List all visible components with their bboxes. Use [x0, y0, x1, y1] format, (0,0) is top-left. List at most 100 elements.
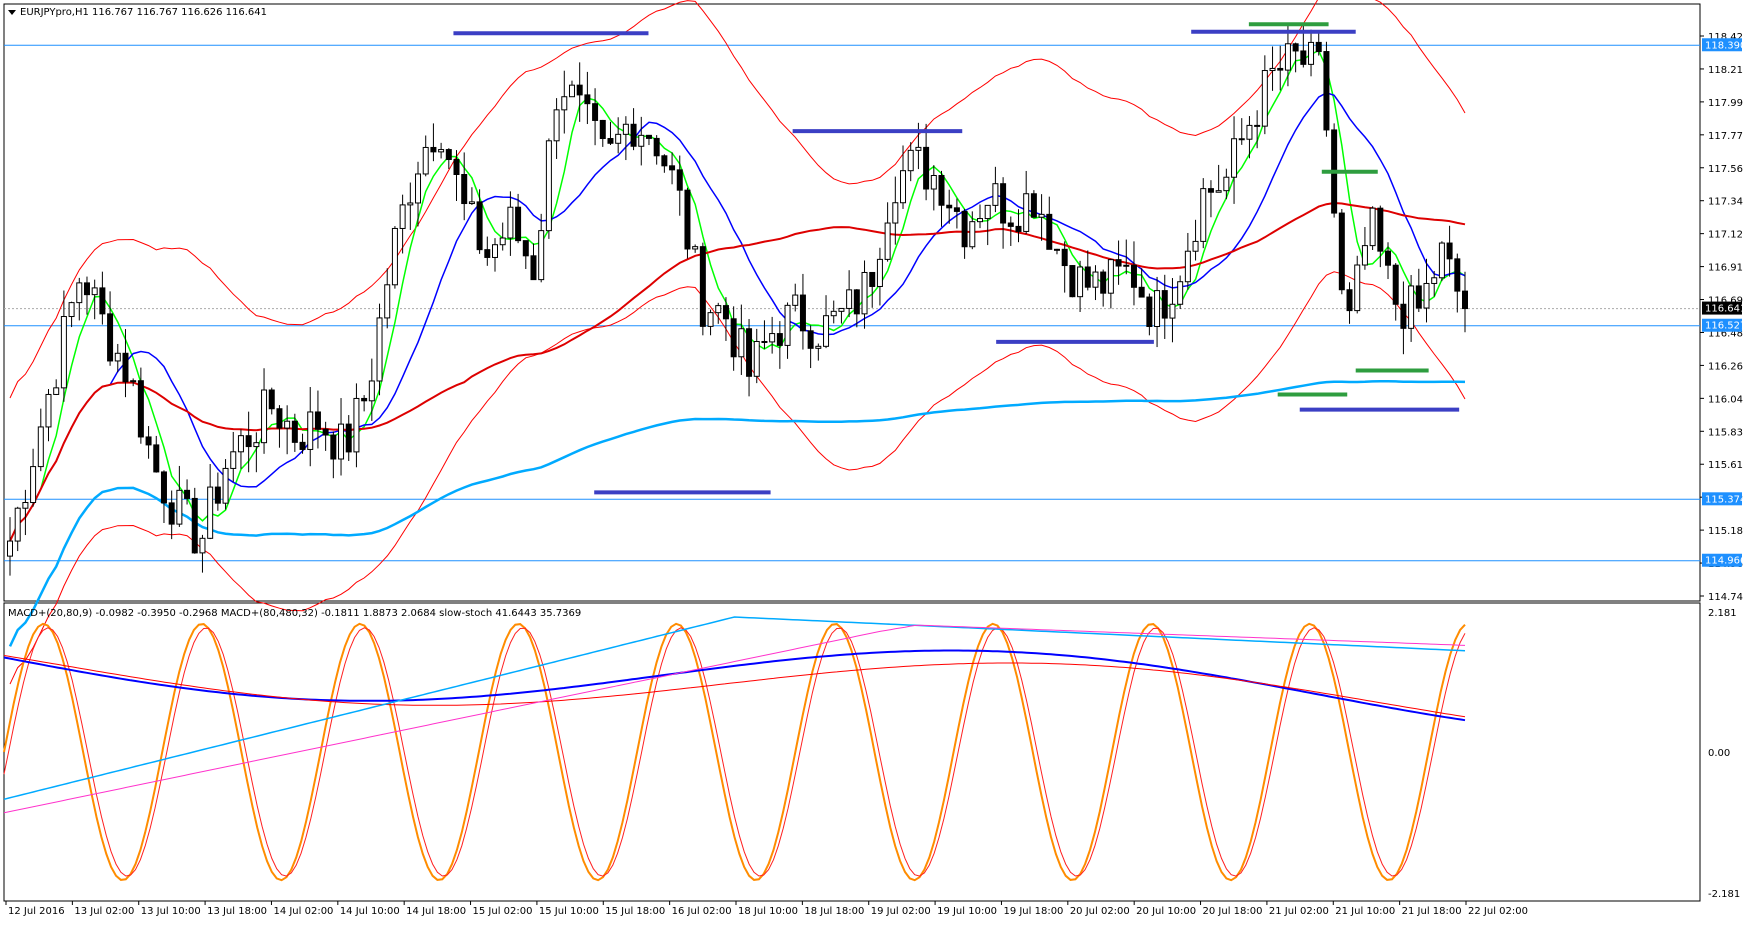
candle-body	[322, 428, 329, 436]
candle-body	[1446, 242, 1453, 260]
candle-body	[1092, 271, 1099, 288]
candle-body	[145, 436, 152, 446]
candle-body	[1315, 41, 1322, 53]
candle-body	[191, 497, 198, 554]
candle-body	[599, 119, 606, 140]
indicator-pane[interactable]	[3, 602, 1701, 902]
candle-body	[1354, 264, 1361, 312]
candle-body	[438, 149, 445, 153]
price-label: 116.695	[1708, 296, 1743, 307]
candle-body	[553, 109, 560, 142]
candle-body	[1138, 286, 1145, 298]
candle-body	[230, 451, 237, 469]
candle-body	[391, 227, 398, 286]
candle-body	[1300, 50, 1307, 65]
candle-body	[984, 204, 991, 220]
candle-body	[461, 173, 468, 205]
candle-body	[830, 310, 837, 317]
indicator-header: MACD+(20,80,9) -0.0982 -0.3950 -0.2968 M…	[8, 608, 581, 619]
candle-body	[730, 318, 737, 358]
candle-body	[1361, 245, 1368, 266]
price-label: 117.775	[1708, 131, 1743, 142]
time-label: 13 Jul 10:00	[141, 906, 201, 917]
candle-body	[776, 333, 783, 346]
time-label: 13 Jul 18:00	[207, 906, 267, 917]
price-label: 116.045	[1708, 394, 1743, 405]
candle-body	[130, 380, 137, 383]
candle-body	[476, 201, 483, 251]
candle-body	[68, 302, 75, 318]
candle-body	[1438, 242, 1445, 279]
time-label: 18 Jul 10:00	[738, 906, 798, 917]
time-label: 19 Jul 18:00	[1003, 906, 1063, 917]
candle-body	[1207, 188, 1214, 193]
candle-body	[299, 441, 306, 450]
candle-body	[846, 289, 853, 309]
candle-body	[345, 423, 352, 453]
candle-body	[961, 210, 968, 248]
candle-body	[1323, 51, 1330, 131]
price-badge-label: 114.966	[1705, 556, 1743, 567]
time-label: 20 Jul 18:00	[1203, 906, 1263, 917]
candle-body	[1084, 266, 1091, 288]
candle-body	[753, 340, 760, 377]
dropdown-triangle-icon[interactable]	[8, 10, 16, 15]
candle-body	[1177, 281, 1184, 305]
price-label: 118.210	[1708, 65, 1743, 76]
candle-body	[938, 175, 945, 206]
time-label: 15 Jul 02:00	[473, 906, 533, 917]
candle-body	[430, 146, 437, 153]
candle-body	[1254, 124, 1261, 127]
price-badge-label: 115.374	[1705, 494, 1743, 505]
price-label: 117.345	[1708, 197, 1743, 208]
candle-body	[923, 146, 930, 190]
candle-body	[1123, 264, 1130, 267]
candle-body	[22, 502, 29, 509]
price-badge	[1702, 492, 1742, 506]
candle-body	[1369, 207, 1376, 247]
candle-body	[330, 434, 337, 460]
candle-body	[1192, 240, 1199, 252]
candle-body	[992, 183, 999, 206]
candle-body	[338, 423, 345, 460]
candle-body	[1023, 193, 1030, 232]
candle-body	[1261, 70, 1268, 127]
time-axis: 12 Jul 2016 13 Jul 02:00 13 Jul 10:00 13 Ju…	[5, 901, 1528, 917]
candle-body	[176, 489, 183, 525]
candle-body	[538, 230, 545, 281]
price-label: 115.610	[1708, 460, 1743, 471]
candle-body	[1077, 266, 1084, 298]
candle-body	[1284, 43, 1291, 71]
candle-body	[1346, 289, 1353, 312]
candle-body	[1169, 303, 1176, 319]
candle-body	[861, 271, 868, 315]
candle-body	[83, 282, 90, 296]
candle-body	[953, 207, 960, 212]
candle-body	[946, 204, 953, 209]
candle-body	[399, 204, 406, 229]
candle-body	[76, 282, 83, 304]
stoch-main-line	[3, 622, 1466, 882]
candle-body	[715, 305, 722, 314]
indicator-scale-label: -2.181	[1708, 889, 1740, 900]
annotation-levels[interactable]	[453, 22, 1460, 495]
candle-body	[1215, 190, 1222, 193]
candle-body	[168, 502, 175, 525]
candle-body	[468, 201, 475, 205]
candle-body	[1292, 43, 1299, 52]
candle-body	[900, 170, 907, 204]
stoch-signal-line	[3, 627, 1466, 877]
candle-body	[91, 287, 98, 296]
candle-body	[1392, 264, 1399, 305]
time-label: 15 Jul 10:00	[539, 906, 599, 917]
macd-fast-line	[3, 649, 1466, 722]
candle-body	[407, 202, 414, 206]
candle-body	[692, 246, 699, 250]
time-label: 19 Jul 10:00	[937, 906, 997, 917]
main-pane[interactable]	[3, 3, 1701, 602]
candle-body	[515, 206, 522, 242]
candle-body	[653, 137, 660, 157]
price-badge	[1702, 38, 1742, 52]
